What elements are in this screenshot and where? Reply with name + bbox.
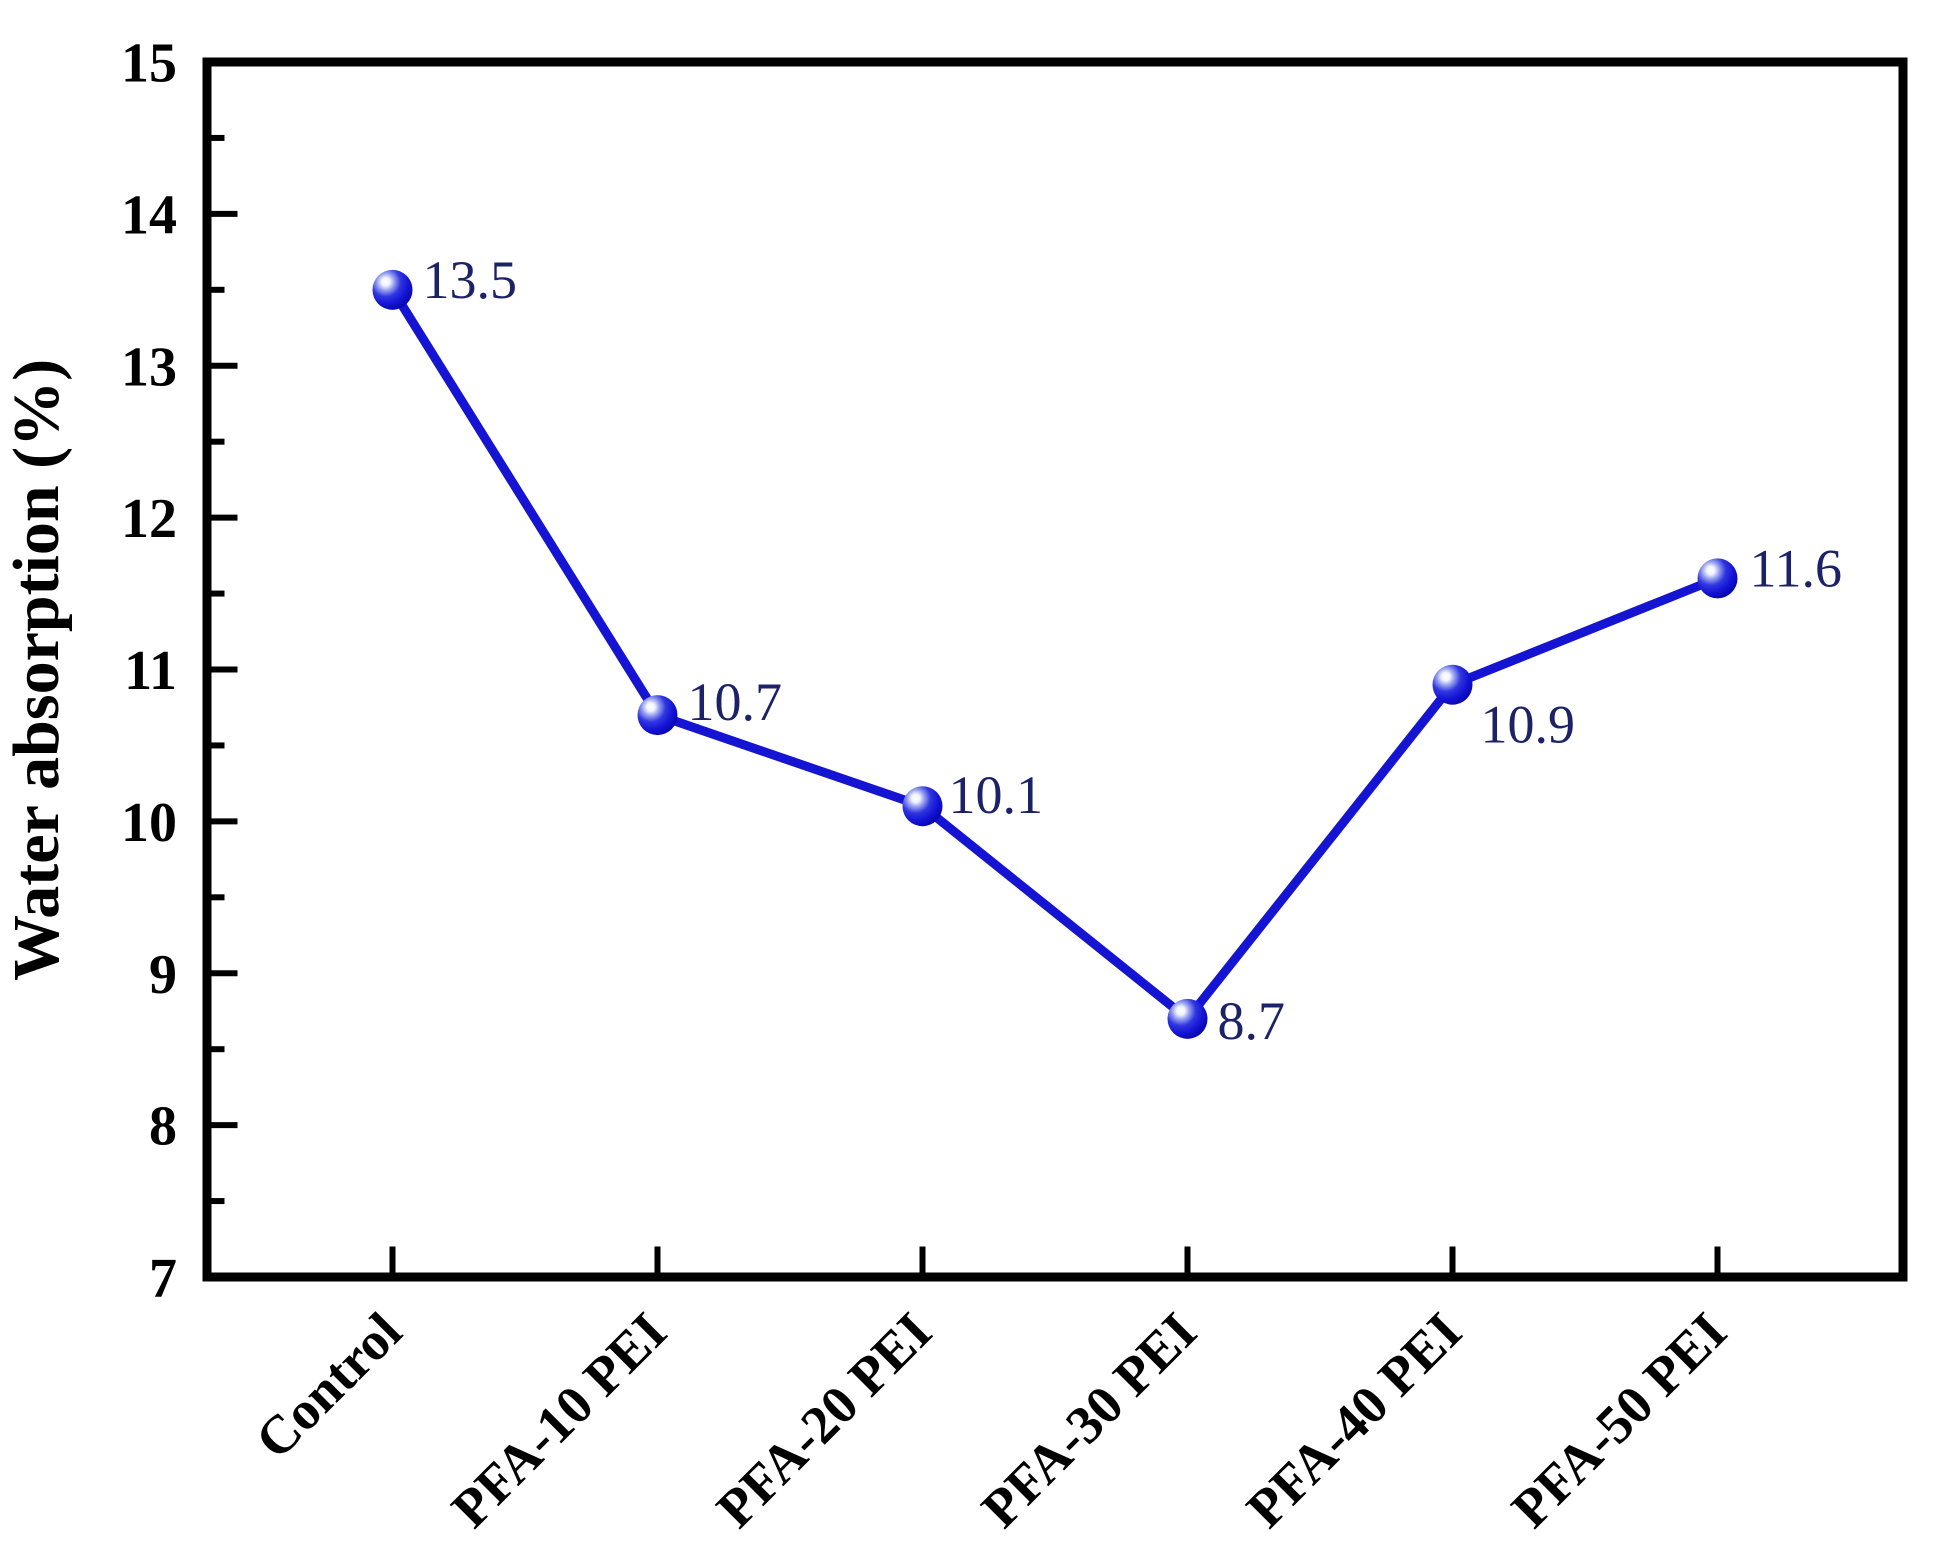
x-axis-ticks bbox=[389, 1246, 1721, 1274]
x-axis-category-label: PFA-50 PEI bbox=[1500, 1301, 1738, 1539]
data-point-label: 10.7 bbox=[688, 672, 783, 732]
x-axis-category-label: PFA-10 PEI bbox=[440, 1301, 678, 1539]
data-point-marker bbox=[637, 695, 678, 736]
y-axis-ticks bbox=[210, 59, 238, 1280]
y-axis-tick-label: 11 bbox=[124, 640, 177, 702]
data-point-label: 8.7 bbox=[1218, 991, 1286, 1051]
data-point-label: 13.5 bbox=[423, 250, 518, 310]
axes-frame bbox=[202, 57, 1908, 1282]
data-point-marker bbox=[1167, 998, 1208, 1039]
x-axis-category-label: PFA-30 PEI bbox=[970, 1301, 1208, 1539]
data-point-label: 10.1 bbox=[949, 765, 1044, 825]
y-axis-title: Water absorption (%) bbox=[0, 359, 73, 981]
y-axis-tick-label: 8 bbox=[149, 1096, 177, 1158]
y-axis-tick-label: 15 bbox=[121, 33, 177, 95]
x-axis-category-label: Control bbox=[244, 1301, 413, 1470]
x-axis-category-label: PFA-20 PEI bbox=[705, 1301, 943, 1539]
y-axis-tick-label: 9 bbox=[149, 944, 177, 1006]
y-axis-tick-labels: 7 8 9 10 11 12 13 14 15 bbox=[121, 33, 177, 1310]
data-point-marker bbox=[902, 786, 943, 827]
data-point-label: 10.9 bbox=[1481, 695, 1576, 755]
data-point-marker bbox=[1697, 558, 1738, 599]
y-axis-tick-label: 10 bbox=[121, 792, 177, 854]
y-axis-tick-label: 12 bbox=[121, 488, 177, 550]
data-point-label: 11.6 bbox=[1750, 538, 1843, 598]
data-point-labels: 13.5 10.7 10.1 8.7 10.9 11.6 bbox=[423, 250, 1843, 1051]
y-axis-tick-label: 13 bbox=[121, 336, 177, 398]
y-axis-tick-label: 7 bbox=[149, 1248, 177, 1310]
plot-box bbox=[202, 57, 1908, 1282]
x-axis-category-label: PFA-40 PEI bbox=[1235, 1301, 1473, 1539]
data-line bbox=[388, 285, 1722, 1024]
x-axis-tick-labels: Control PFA-10 PEI PFA-20 PEI PFA-30 PEI PFA… bbox=[244, 1301, 1738, 1539]
data-series bbox=[372, 269, 1738, 1039]
y-axis-tick-label: 14 bbox=[121, 184, 177, 246]
data-point-marker bbox=[1432, 664, 1473, 705]
data-point-marker bbox=[372, 269, 413, 310]
